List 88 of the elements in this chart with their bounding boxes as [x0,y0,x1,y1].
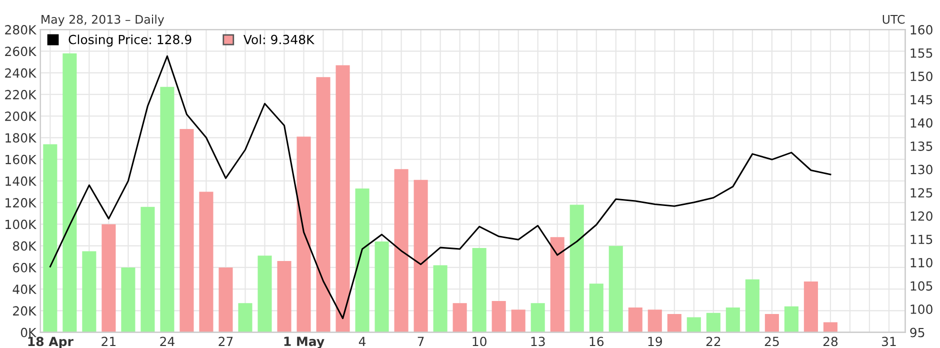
y-tick-label: 0K [20,328,37,338]
y-tick-label: 160K [6,154,37,164]
bar [492,300,506,332]
y2-tick-label: 100 [910,304,932,314]
chart-subtitle: May 28, 2013 – Daily [42,14,164,26]
bar [745,279,760,332]
x-tick-label: 4 [358,336,366,346]
y-tick-label: 260K [5,46,37,56]
y-tick-label: 200K [5,112,37,122]
x-tick-label: 10 [472,336,486,346]
x-tick-label: 19 [648,336,662,346]
bar [218,267,233,332]
x-tick-label: 28 [823,336,838,346]
y2-tick-label: 135 [910,142,932,151]
bar [140,206,155,332]
y-tick-label: 180K [6,133,37,143]
bar [258,256,272,332]
bar [667,314,682,332]
x-tick-label: 16 [590,336,604,346]
x-tick-label: 7 [418,336,424,346]
bar [43,144,58,332]
y2-tick-label: 95 [910,328,924,338]
bar [296,136,311,332]
x-tick-label: 31 [882,336,896,346]
y-tick-label: 120K [6,198,37,208]
bar [82,251,96,332]
bar [316,77,330,332]
bar [608,246,623,332]
bar [414,180,428,332]
y2-tick-label: 105 [910,281,932,291]
y2-tick-label: 120 [910,211,932,221]
bar [121,267,136,332]
x-tick-label: 25 [764,336,779,346]
x-tick-label: 22 [706,336,720,346]
bar [530,303,545,332]
bar [472,248,486,332]
y-tick-label: 60K [13,262,37,272]
y2-tick-label: 155 [910,48,932,58]
y2-tick-label: 115 [910,234,932,244]
y2-tick-label: 110 [910,258,932,268]
legend-label: Closing Price: 128.9 [68,34,192,47]
y2-tick-label: 130 [910,164,932,174]
bar [394,169,408,332]
bar [550,237,564,332]
bar [628,307,642,332]
x-tick-label: 13 [531,336,545,346]
y-tick-label: 140K [6,176,37,186]
y-tick-label: 80K [12,241,37,251]
bar [511,310,526,332]
x-tick-label: 24 [160,336,174,346]
bar [804,282,818,332]
y-tick-label: 40K [12,284,37,294]
y-tick-label: 220K [5,90,37,100]
bar [823,322,838,332]
bar [686,317,701,332]
bar [336,65,350,332]
bar [589,284,604,332]
x-tick-label: 27 [218,336,233,346]
bar [433,265,448,332]
y2-tick-label: 140 [910,118,932,128]
bar [784,306,798,332]
y-tick-label: 100K [6,220,37,230]
bar [726,307,740,332]
bar [160,86,174,332]
bar [355,188,370,332]
bar [277,260,292,332]
legend-label: Vol: 9.348K [243,34,315,44]
bar [199,192,214,332]
y2-tick-label: 160 [910,25,932,35]
bar [706,312,720,332]
y2-tick-label: 145 [910,95,932,104]
bar [238,303,252,332]
y-tick-label: 280K [5,25,37,35]
bar [62,53,77,332]
line-series [49,55,832,320]
bar [570,204,584,332]
y2-tick-label: 150 [910,72,932,82]
bar [648,310,662,332]
bar [102,224,116,332]
text: UTC [882,14,905,24]
y2-tick-label: 125 [910,188,932,198]
bar [452,303,467,332]
bar [180,129,194,332]
y-tick-label: 240K [5,68,37,78]
y-tick-label: 20K [13,306,37,316]
x-tick-label: 21 [102,336,116,346]
bar [374,242,389,332]
bar [764,314,779,332]
